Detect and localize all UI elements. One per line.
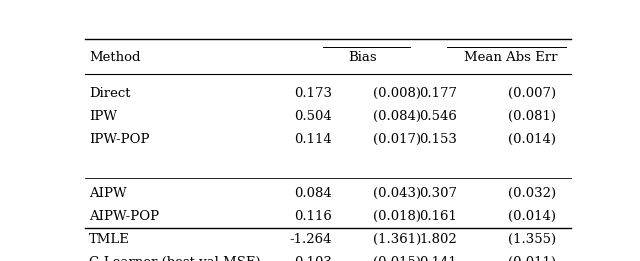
Text: 0.307: 0.307	[419, 187, 457, 200]
Text: (0.017): (0.017)	[372, 133, 420, 146]
Text: TMLE: TMLE	[89, 233, 130, 246]
Text: (0.018): (0.018)	[372, 210, 420, 223]
Text: Bias: Bias	[348, 51, 377, 64]
Text: 0.141: 0.141	[419, 256, 457, 261]
Text: 0.173: 0.173	[294, 87, 332, 100]
Text: (0.011): (0.011)	[508, 256, 556, 261]
Text: C-Learner (best val MSE): C-Learner (best val MSE)	[89, 256, 260, 261]
Text: 0.153: 0.153	[419, 133, 457, 146]
Text: (0.014): (0.014)	[508, 133, 556, 146]
Text: AIPW: AIPW	[89, 187, 127, 200]
Text: (1.361): (1.361)	[372, 233, 421, 246]
Text: (0.015): (0.015)	[372, 256, 420, 261]
Text: IPW: IPW	[89, 110, 117, 123]
Text: 0.504: 0.504	[294, 110, 332, 123]
Text: (0.008): (0.008)	[372, 87, 420, 100]
Text: AIPW-POP: AIPW-POP	[89, 210, 159, 223]
Text: IPW-POP: IPW-POP	[89, 133, 149, 146]
Text: (1.355): (1.355)	[508, 233, 556, 246]
Text: (0.007): (0.007)	[508, 87, 556, 100]
Text: (0.081): (0.081)	[508, 110, 556, 123]
Text: (0.043): (0.043)	[372, 187, 420, 200]
Text: 0.546: 0.546	[419, 110, 457, 123]
Text: 0.161: 0.161	[419, 210, 457, 223]
Text: (0.084): (0.084)	[372, 110, 420, 123]
Text: (0.014): (0.014)	[508, 210, 556, 223]
Text: 0.116: 0.116	[294, 210, 332, 223]
Text: 0.084: 0.084	[294, 187, 332, 200]
Text: 0.177: 0.177	[419, 87, 457, 100]
Text: Method: Method	[89, 51, 140, 64]
Text: (0.032): (0.032)	[508, 187, 556, 200]
Text: 1.802: 1.802	[419, 233, 457, 246]
Text: -1.264: -1.264	[289, 233, 332, 246]
Text: 0.103: 0.103	[294, 256, 332, 261]
Text: Direct: Direct	[89, 87, 131, 100]
Text: Mean Abs Err: Mean Abs Err	[464, 51, 557, 64]
Text: 0.114: 0.114	[294, 133, 332, 146]
